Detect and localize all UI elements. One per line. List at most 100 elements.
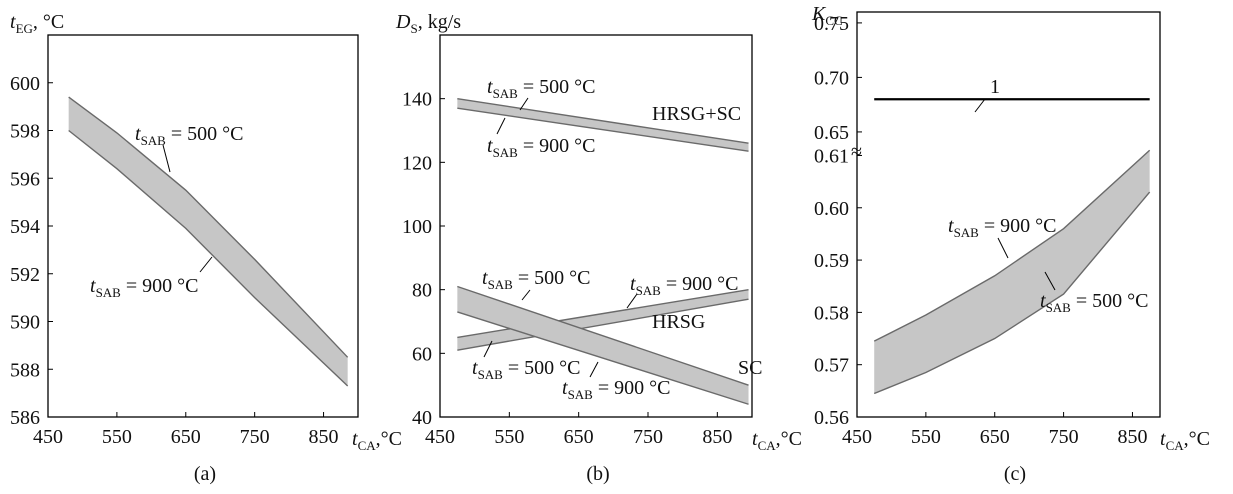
y-tick-label: 0.59 (814, 250, 849, 272)
y-tick-label: 586 (10, 407, 40, 429)
x-axis-label: tCA,°C (1160, 428, 1210, 453)
label-text: = 900 °C (121, 275, 199, 297)
y-tick-label: 40 (412, 407, 432, 429)
x-tick-label: 650 (980, 426, 1010, 448)
label-text: , kg/s (418, 11, 462, 33)
subscript: SAB (493, 145, 519, 160)
y-tick-label: 592 (10, 264, 40, 286)
band-fill (874, 150, 1150, 394)
leader-line (483, 340, 493, 358)
x-tick-label: 750 (240, 426, 270, 448)
y-axis-label: tEG, °C (10, 11, 64, 36)
label-text: = 900 °C (661, 273, 739, 295)
y-tick-label: 0.70 (814, 67, 849, 89)
label-text: = 900 °C (518, 135, 596, 157)
symbol: t (90, 275, 96, 297)
subscript: SAB (493, 86, 519, 101)
band-edge (457, 288, 749, 339)
caption: (c) (1004, 463, 1026, 485)
label-text: = 500 °C (503, 357, 581, 379)
y-tick-label: 140 (402, 89, 432, 111)
curve-annotation: tSAB = 900 °C (90, 275, 198, 300)
leader-line (162, 144, 171, 173)
label-text: , °C (33, 11, 64, 33)
subscript: SAB (478, 367, 504, 382)
symbol: t (752, 428, 758, 450)
y-tick-label: 100 (402, 216, 432, 238)
curve-annotation: tSAB = 500 °C (1040, 290, 1148, 315)
subscript: SAB (1046, 300, 1072, 315)
curve-annotation: tSAB = 500 °C (487, 76, 595, 101)
y-tick-label: 588 (10, 359, 40, 381)
band-fill (457, 286, 749, 405)
leader-line (521, 289, 531, 301)
y-axis-label: KCC (811, 3, 843, 28)
x-tick-label: 750 (633, 426, 663, 448)
subscript: SAB (488, 277, 514, 292)
leader-line (974, 98, 986, 113)
symbol: t (10, 11, 16, 33)
leader-line (997, 237, 1009, 259)
band-edge (68, 129, 349, 387)
subscript: CA (758, 438, 777, 453)
leader-line (519, 97, 529, 111)
y-tick-label: 60 (412, 343, 432, 365)
x-tick-label: 550 (494, 426, 524, 448)
symbol: t (948, 215, 954, 237)
x-tick-label: 650 (564, 426, 594, 448)
symbol: t (135, 123, 141, 145)
x-tick-label: 550 (102, 426, 132, 448)
y-tick-label: 0.57 (814, 355, 849, 377)
band-edge (873, 149, 1151, 342)
band-edge (68, 96, 349, 358)
y-tick-label: 120 (402, 152, 432, 174)
x-tick-label: 550 (911, 426, 941, 448)
label-text: = 500 °C (513, 267, 591, 289)
caption: (a) (194, 463, 216, 485)
y-tick-label: 594 (10, 216, 40, 238)
x-axis-label: tCA,°C (352, 428, 402, 453)
y-tick-label: 598 (10, 121, 40, 143)
subscript: EG (16, 21, 33, 36)
curve-annotation: tSAB = 900 °C (630, 273, 738, 298)
y-tick-label: 600 (10, 73, 40, 95)
y-tick-label: 0.58 (814, 302, 849, 324)
label-text: = 500 °C (518, 76, 596, 98)
symbol: t (487, 76, 493, 98)
band-edge (457, 285, 749, 386)
leader-line (496, 117, 506, 135)
subscript: CA (1166, 438, 1185, 453)
line-label: 1 (990, 76, 1000, 98)
y-tick-label: 0.61 (814, 145, 849, 167)
y-tick-label: 0.75 (814, 13, 849, 35)
label-text: = 900 °C (593, 377, 671, 399)
y-tick-label: 0.60 (814, 198, 849, 220)
x-tick-label: 650 (171, 426, 201, 448)
band-label: HRSG+SC (652, 103, 741, 125)
label-text: = 500 °C (1071, 290, 1149, 312)
x-axis-label: tCA,°C (752, 428, 802, 453)
curve-annotation: tSAB = 500 °C (472, 357, 580, 382)
y-tick-label: 590 (10, 312, 40, 334)
leader-line (589, 361, 599, 378)
curve-annotation: tSAB = 900 °C (487, 135, 595, 160)
label-text: = 900 °C (979, 215, 1057, 237)
symbol: t (487, 135, 493, 157)
leader-line (626, 293, 638, 309)
subscript: SAB (954, 225, 980, 240)
label-text: ,°C (376, 428, 402, 450)
curve-annotation: tSAB = 900 °C (562, 377, 670, 402)
y-axis-label: DS, kg/s (395, 11, 461, 36)
caption: (b) (586, 463, 609, 485)
band-edge (457, 107, 749, 152)
symbol: t (352, 428, 358, 450)
y-tick-label: 0.56 (814, 407, 849, 429)
band-fill (457, 98, 749, 152)
curve-annotation: tSAB = 500 °C (482, 267, 590, 292)
label-text: ,°C (776, 428, 802, 450)
x-tick-label: 450 (842, 426, 872, 448)
symbol: t (630, 273, 636, 295)
symbol: t (482, 267, 488, 289)
symbol: t (562, 377, 568, 399)
